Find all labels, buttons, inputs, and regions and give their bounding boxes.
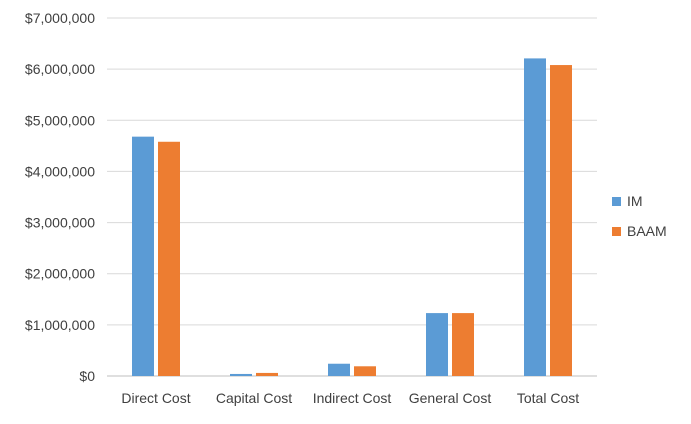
bar-im-0: [132, 136, 154, 376]
y-tick-label: $5,000,000: [25, 112, 95, 128]
y-tick-label: $6,000,000: [25, 61, 95, 77]
y-tick-label: $3,000,000: [25, 215, 95, 231]
bar-im-3: [426, 313, 448, 376]
y-tick-label: $0: [79, 368, 95, 384]
bar-im-2: [328, 363, 350, 376]
bar-baam-1: [256, 372, 278, 376]
legend-item-baam: BAAM: [612, 216, 667, 246]
y-tick-label: $1,000,000: [25, 317, 95, 333]
gridlines: [107, 17, 597, 377]
bar-baam-3: [452, 313, 474, 376]
bar-im-1: [230, 373, 252, 376]
x-tick-label: Total Cost: [517, 390, 579, 406]
x-tick-label: Indirect Cost: [313, 390, 392, 406]
legend-label-im: IM: [627, 193, 643, 209]
y-tick-label: $4,000,000: [25, 163, 95, 179]
bar-baam-4: [550, 65, 572, 377]
bar-im-4: [524, 58, 546, 376]
x-tick-label: General Cost: [409, 390, 492, 406]
x-axis-tick-labels: Direct Cost Capital Cost Indirect Cost Gene…: [121, 390, 579, 406]
legend: IM BAAM: [612, 186, 667, 246]
legend-label-baam: BAAM: [627, 223, 667, 239]
bar-baam-2: [354, 366, 376, 376]
legend-swatch-im: [612, 196, 621, 206]
y-tick-label: $2,000,000: [25, 266, 95, 282]
y-axis-tick-labels: $0 $1,000,000 $2,000,000 $3,000,000 $4,000,0…: [25, 10, 95, 384]
legend-swatch-baam: [612, 226, 621, 236]
legend-item-im: IM: [612, 186, 667, 216]
y-tick-label: $7,000,000: [25, 10, 95, 26]
x-tick-label: Direct Cost: [121, 390, 190, 406]
bar-baam-0: [158, 141, 180, 376]
x-tick-label: Capital Cost: [216, 390, 292, 406]
bars: [132, 58, 572, 377]
